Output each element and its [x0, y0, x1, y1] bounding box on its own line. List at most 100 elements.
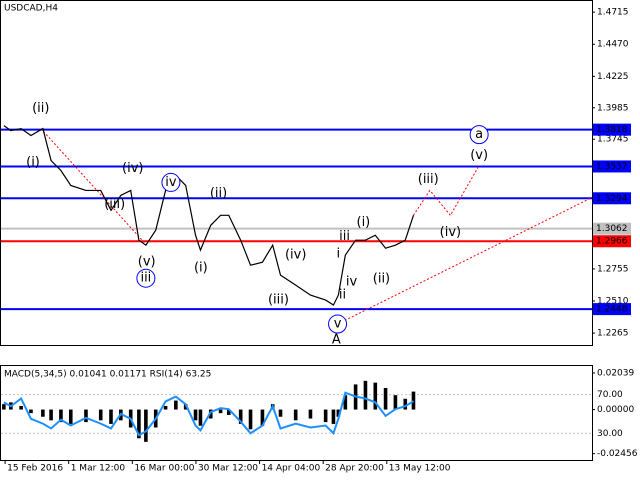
- wave-label: iii: [339, 229, 350, 244]
- wave-circle: [328, 314, 348, 334]
- x-tick-label: 15 Feb 2016: [7, 464, 63, 474]
- wave-label: (iv): [285, 248, 306, 263]
- macd-bar: [49, 409, 53, 421]
- level-label: 1.3294: [596, 194, 628, 204]
- macd-bar: [19, 405, 23, 410]
- macd-bar: [260, 409, 265, 426]
- macd-bar: [174, 400, 178, 410]
- macd-bar: [238, 409, 243, 424]
- price-line: [3, 125, 415, 306]
- wave-circle: [161, 172, 181, 192]
- wave-label: v: [334, 317, 342, 332]
- macd-bar: [373, 382, 378, 410]
- wave-circle: [469, 125, 489, 145]
- y-tick-label: 1.4470: [597, 40, 629, 50]
- macd-bar: [84, 409, 88, 423]
- y-tick-label: 1.2265: [597, 329, 629, 339]
- macd-bar: [323, 409, 328, 423]
- macd-bar: [59, 409, 63, 423]
- macd-bar: [383, 388, 388, 410]
- wave-label: (iv): [122, 161, 143, 176]
- wave-label: (ii): [32, 101, 49, 116]
- level-label: 1.2966: [596, 237, 628, 247]
- level-tag: [593, 222, 631, 235]
- macd-bar: [411, 391, 416, 410]
- wave-label: (i): [26, 155, 40, 170]
- level-label: 1.3818: [596, 125, 628, 135]
- macd-bar: [137, 409, 141, 439]
- wave-label: (ii): [373, 272, 390, 287]
- macd-bar: [218, 409, 223, 414]
- macd-bar: [308, 409, 313, 419]
- wave-projection: [337, 197, 593, 325]
- macd-bar: [198, 409, 203, 426]
- macd-bar: [41, 409, 45, 417]
- wave-projection: [413, 165, 480, 217]
- wave-label: (iii): [418, 172, 439, 187]
- y-tick-label: -0.02456: [597, 449, 638, 459]
- wave-label: (v): [470, 148, 488, 163]
- level-label: 1.3062: [596, 224, 628, 234]
- macd-bar: [2, 404, 6, 410]
- macd-bar: [183, 404, 188, 410]
- y2-tick-label: 30.00: [597, 429, 623, 439]
- macd-bar: [278, 409, 283, 417]
- y-tick-label: 1.2755: [597, 264, 629, 274]
- macd-bar: [336, 409, 341, 417]
- macd-bar: [226, 409, 231, 415]
- macd-bar: [293, 409, 298, 421]
- x-tick-label: 14 Apr 04:00: [262, 464, 321, 474]
- macd-bar: [331, 409, 336, 424]
- wave-label: (iii): [268, 293, 289, 308]
- wave-label: A: [332, 332, 341, 347]
- wave-label: i: [337, 247, 341, 262]
- indicator-title: MACD(5,34,5) 0.01041 0.01171 RSI(14) 63.…: [4, 370, 211, 380]
- macd-bar: [68, 409, 73, 424]
- wave-label: (i): [357, 215, 371, 230]
- wave-label: a: [475, 127, 483, 142]
- level-tag: [593, 235, 631, 248]
- level-tag: [593, 192, 631, 205]
- macd-bar: [193, 409, 198, 421]
- y-tick-label: 1.3745: [597, 135, 629, 145]
- y-tick-label: 0.00000: [597, 405, 634, 415]
- macd-bar: [29, 409, 33, 414]
- level-label: 1.2448: [596, 305, 628, 315]
- y-tick-label: 0.02039: [597, 368, 634, 378]
- y2-tick-label: 70.00: [597, 390, 623, 400]
- y-tick-label: 1.3985: [597, 103, 629, 113]
- wave-circle: [136, 268, 156, 288]
- price-panel: [0, 0, 593, 346]
- y-tick-label: 1.2510: [597, 296, 629, 306]
- macd-bar: [144, 409, 148, 442]
- x-tick-label: 16 Mar 00:00: [134, 464, 194, 474]
- wave-label: iv: [346, 275, 358, 290]
- wave-label: (iii): [104, 197, 125, 212]
- wave-label: (ii): [210, 186, 227, 201]
- wave-label: (i): [194, 261, 208, 276]
- level-tag: [593, 123, 631, 136]
- x-tick-label: 30 Mar 12:00: [198, 464, 258, 474]
- chart-title: USDCAD,H4: [4, 4, 58, 14]
- macd-bar: [393, 395, 398, 410]
- wave-label: iv: [165, 175, 177, 190]
- wave-label: (iv): [440, 225, 461, 240]
- wave-label: (v): [138, 255, 156, 270]
- y-tick-label: 1.4225: [597, 72, 629, 82]
- x-tick-label: 1 Mar 12:00: [71, 464, 126, 474]
- level-tag: [593, 160, 631, 173]
- y-tick-label: 1.4715: [597, 8, 629, 18]
- x-tick-label: 13 May 12:00: [389, 464, 451, 474]
- x-tick-label: 28 Apr 20:00: [325, 464, 384, 474]
- wave-label: iii: [140, 271, 151, 286]
- macd-bar: [98, 409, 103, 421]
- wave-label: ii: [339, 288, 346, 303]
- macd-bar: [403, 398, 408, 410]
- macd-bar: [343, 395, 348, 410]
- macd-bar: [163, 405, 168, 410]
- level-label: 1.3537: [596, 162, 628, 172]
- macd-bar: [363, 380, 368, 410]
- level-tag: [593, 303, 631, 316]
